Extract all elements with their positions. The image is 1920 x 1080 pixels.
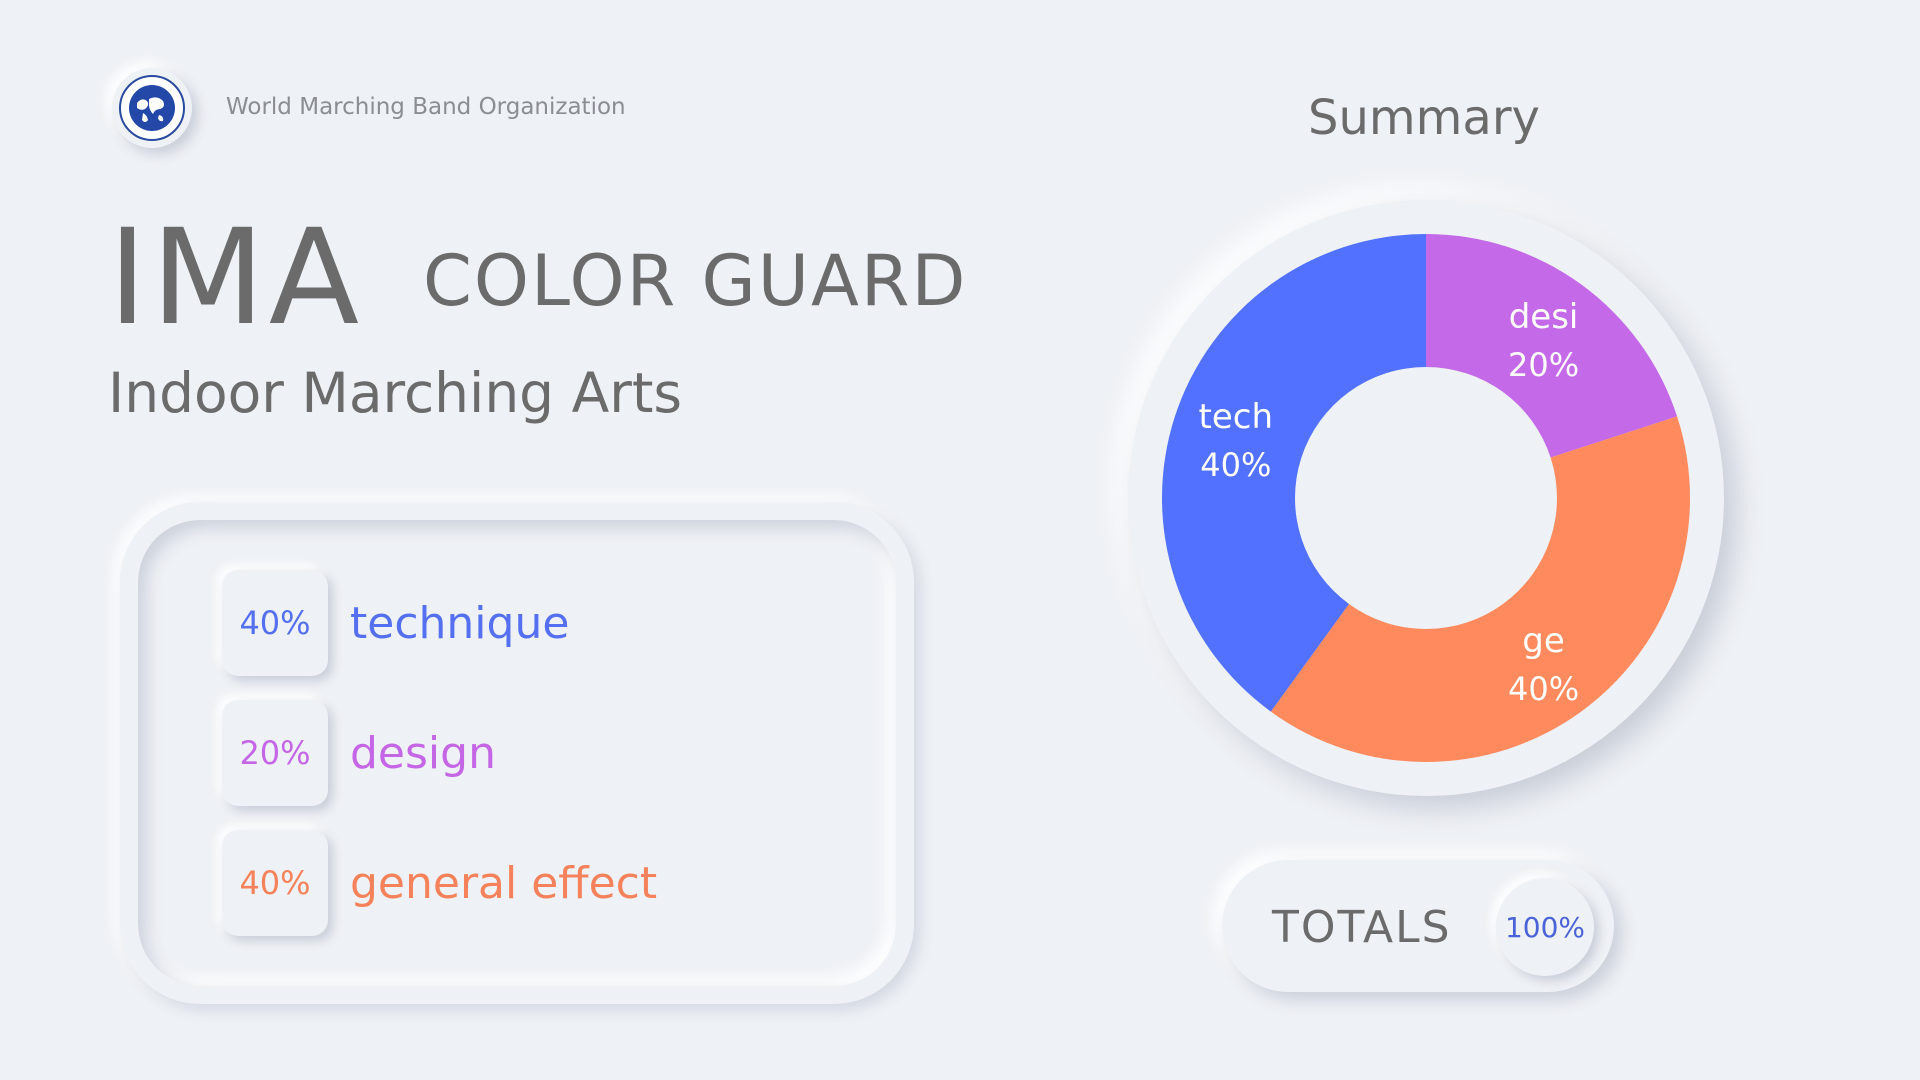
slice-label-desi: desi — [1509, 297, 1579, 337]
donut-chart: desi 20% ge 40% tech 40% — [1162, 234, 1690, 763]
slice-label-tech: tech — [1199, 397, 1274, 437]
totals-value-badge: 100% — [1496, 878, 1594, 976]
totals-pill: TOTALS 100% — [1222, 860, 1614, 992]
legend-card: 40% technique 20% design 40% general eff… — [120, 502, 914, 1004]
legend-item-technique: 40% technique — [222, 570, 569, 676]
slice-percent-ge: 40% — [1508, 670, 1579, 708]
page-title-secondary: COLOR GUARD — [423, 240, 968, 322]
summary-title: Summary — [1308, 90, 1540, 146]
legend-percent-badge: 20% — [222, 700, 328, 806]
donut-slice-desi — [1426, 234, 1678, 458]
slice-label-ge: ge — [1522, 621, 1565, 661]
legend-item-general-effect: 40% general effect — [222, 830, 657, 936]
slice-percent-tech: 40% — [1200, 446, 1271, 484]
page-subtitle: Indoor Marching Arts — [108, 361, 683, 425]
totals-label: TOTALS — [1272, 902, 1452, 953]
organization-logo — [112, 68, 192, 148]
globe-seal-icon — [119, 75, 185, 141]
donut-slice-ge — [1270, 416, 1690, 763]
donut-slice-tech — [1162, 234, 1426, 712]
legend-label: design — [350, 727, 496, 779]
legend-percent-badge: 40% — [222, 570, 328, 676]
slice-percent-desi: 20% — [1508, 346, 1579, 384]
legend-label: technique — [350, 597, 570, 649]
donut-chart-container: desi 20% ge 40% tech 40% — [1128, 200, 1724, 796]
legend-item-design: 20% design — [222, 700, 496, 806]
page-title-main: IMA — [108, 201, 364, 355]
legend-label: general effect — [350, 857, 658, 909]
organization-name: World Marching Band Organization — [226, 94, 626, 120]
legend-percent-badge: 40% — [222, 830, 328, 936]
